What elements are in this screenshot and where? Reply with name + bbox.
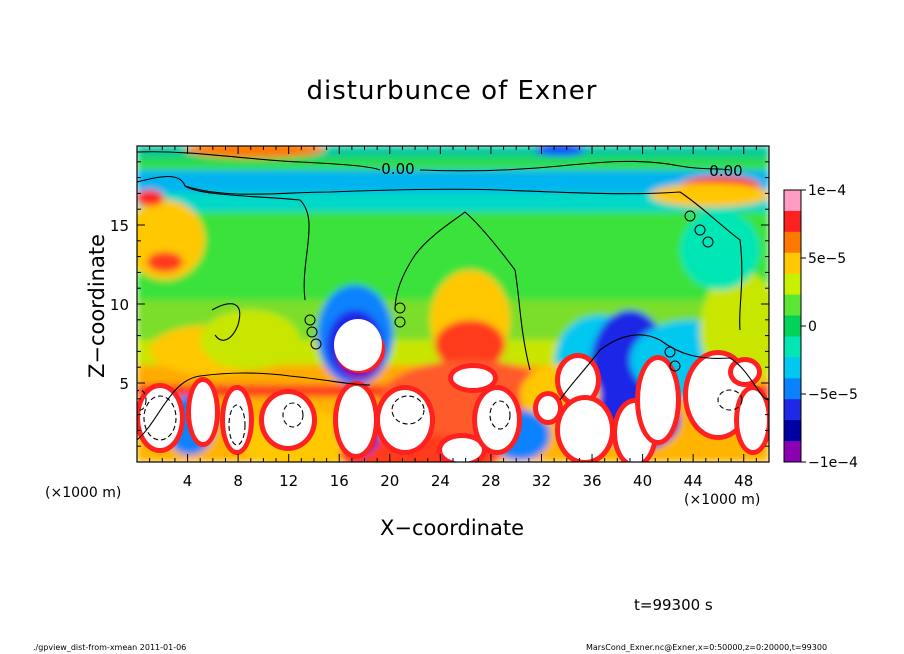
contour-loop [304, 314, 316, 326]
zero-contour [184, 185, 743, 331]
colorbar-step [784, 420, 801, 442]
saturated-region [334, 319, 382, 371]
footer-right: MarsCond_Exner.nc@Exner,x=0:50000,z=0:20… [586, 643, 828, 652]
colorbar-step [784, 357, 801, 379]
saturated-region [380, 390, 430, 450]
field-patch [137, 190, 164, 206]
field-band [137, 156, 769, 164]
negative-contour [143, 395, 177, 441]
contour-loop [702, 236, 714, 248]
x-tick-label: 4 [183, 472, 193, 490]
contour-loop [684, 210, 696, 222]
zero-contour [394, 211, 531, 371]
field-patch [650, 183, 769, 207]
x-tick-label: 16 [330, 472, 349, 490]
saturated-region [477, 390, 517, 450]
contour-loop [669, 360, 681, 372]
colorbar-step [784, 231, 801, 254]
field-patch [435, 320, 505, 370]
colorbar-step [784, 315, 801, 337]
field-band [137, 170, 769, 192]
colorbar-step [784, 336, 801, 358]
x-tick-label: 24 [431, 472, 450, 490]
colorbar-tick-label: −1e−4 [808, 455, 858, 471]
chart-title: disturbunce of Exner [306, 76, 598, 106]
saturated-region [739, 390, 767, 450]
colorbar-step [784, 378, 801, 400]
field-band [137, 192, 769, 212]
negative-contour [282, 402, 304, 428]
x-tick-label: 12 [279, 472, 298, 490]
zero-contour [559, 334, 769, 401]
colorbar-step [784, 273, 801, 296]
contour-loop [394, 316, 406, 328]
colorbar-step [784, 399, 801, 421]
colorbar-step [784, 441, 801, 463]
x-tick-label: 28 [481, 472, 500, 490]
x-axis-label: X−coordinate [380, 516, 524, 540]
contour-loop [664, 346, 676, 358]
z-unit-label: (×1000 m) [45, 485, 122, 501]
zero-contour [137, 151, 381, 171]
x-tick-label: 48 [734, 472, 753, 490]
zero-contour [137, 372, 371, 441]
colorbar-step [784, 252, 801, 275]
time-label: t=99300 s [634, 596, 713, 614]
zero-contour [211, 303, 241, 341]
z-tick-label: 10 [110, 296, 129, 314]
saturated-region [140, 388, 180, 448]
field-band [137, 146, 769, 156]
colorbar: 1e−4 5e−5 0 −5e−5 −1e−4 [783, 183, 858, 471]
contour-labels: 0.00 0.00 [381, 160, 742, 180]
contour-loop [306, 326, 318, 338]
saturated-region [538, 396, 558, 420]
saturated-region [338, 386, 374, 454]
zero-contour [419, 160, 731, 172]
x-tick-label: 40 [633, 472, 652, 490]
contour-label: 0.00 [381, 160, 414, 178]
colorbar-tick-label: 1e−4 [808, 183, 846, 199]
saturated-region [191, 382, 215, 442]
saturated-region [442, 438, 482, 462]
negative-contour [717, 389, 743, 411]
colorbar-step [784, 210, 801, 233]
negative-contour [137, 389, 147, 411]
colorbar-step [784, 190, 801, 212]
contour-loop [394, 302, 406, 314]
x-tick-label: 36 [582, 472, 601, 490]
field-patch [680, 210, 760, 290]
saturated-region [640, 360, 676, 440]
colorbar-step [784, 294, 801, 317]
x-tick-label: 44 [684, 472, 703, 490]
contour-label: 0.00 [709, 162, 742, 180]
z-tick-label: 15 [110, 217, 129, 235]
colorbar-tick-label: 5e−5 [808, 251, 846, 267]
contour-loop [694, 224, 706, 236]
saturated-region [453, 368, 493, 388]
contour-loop [310, 338, 322, 350]
x-tick-label: 20 [380, 472, 399, 490]
x-tick-label: 32 [532, 472, 551, 490]
saturated-region [264, 394, 312, 446]
negative-contour [228, 404, 246, 446]
exner-field [137, 146, 769, 462]
x-unit-label: (×1000 m) [684, 492, 761, 508]
z-tick-label: 5 [119, 375, 129, 393]
saturated-region [560, 400, 610, 460]
negative-contour [489, 400, 511, 430]
field-patch [185, 146, 325, 158]
saturated-region [225, 390, 249, 450]
field-patch [200, 310, 300, 370]
field-patch [147, 252, 183, 272]
zero-contour [137, 175, 310, 301]
colorbar-tick-label: 0 [808, 319, 817, 335]
field-patch [535, 146, 585, 156]
negative-contour [391, 395, 425, 425]
saturated-region [560, 358, 596, 402]
x-tick-label: 8 [233, 472, 243, 490]
colorbar-tick-label: −5e−5 [808, 387, 858, 403]
footer-left: ./gpview_dist-from-xmean 2011-01-06 [33, 643, 187, 652]
